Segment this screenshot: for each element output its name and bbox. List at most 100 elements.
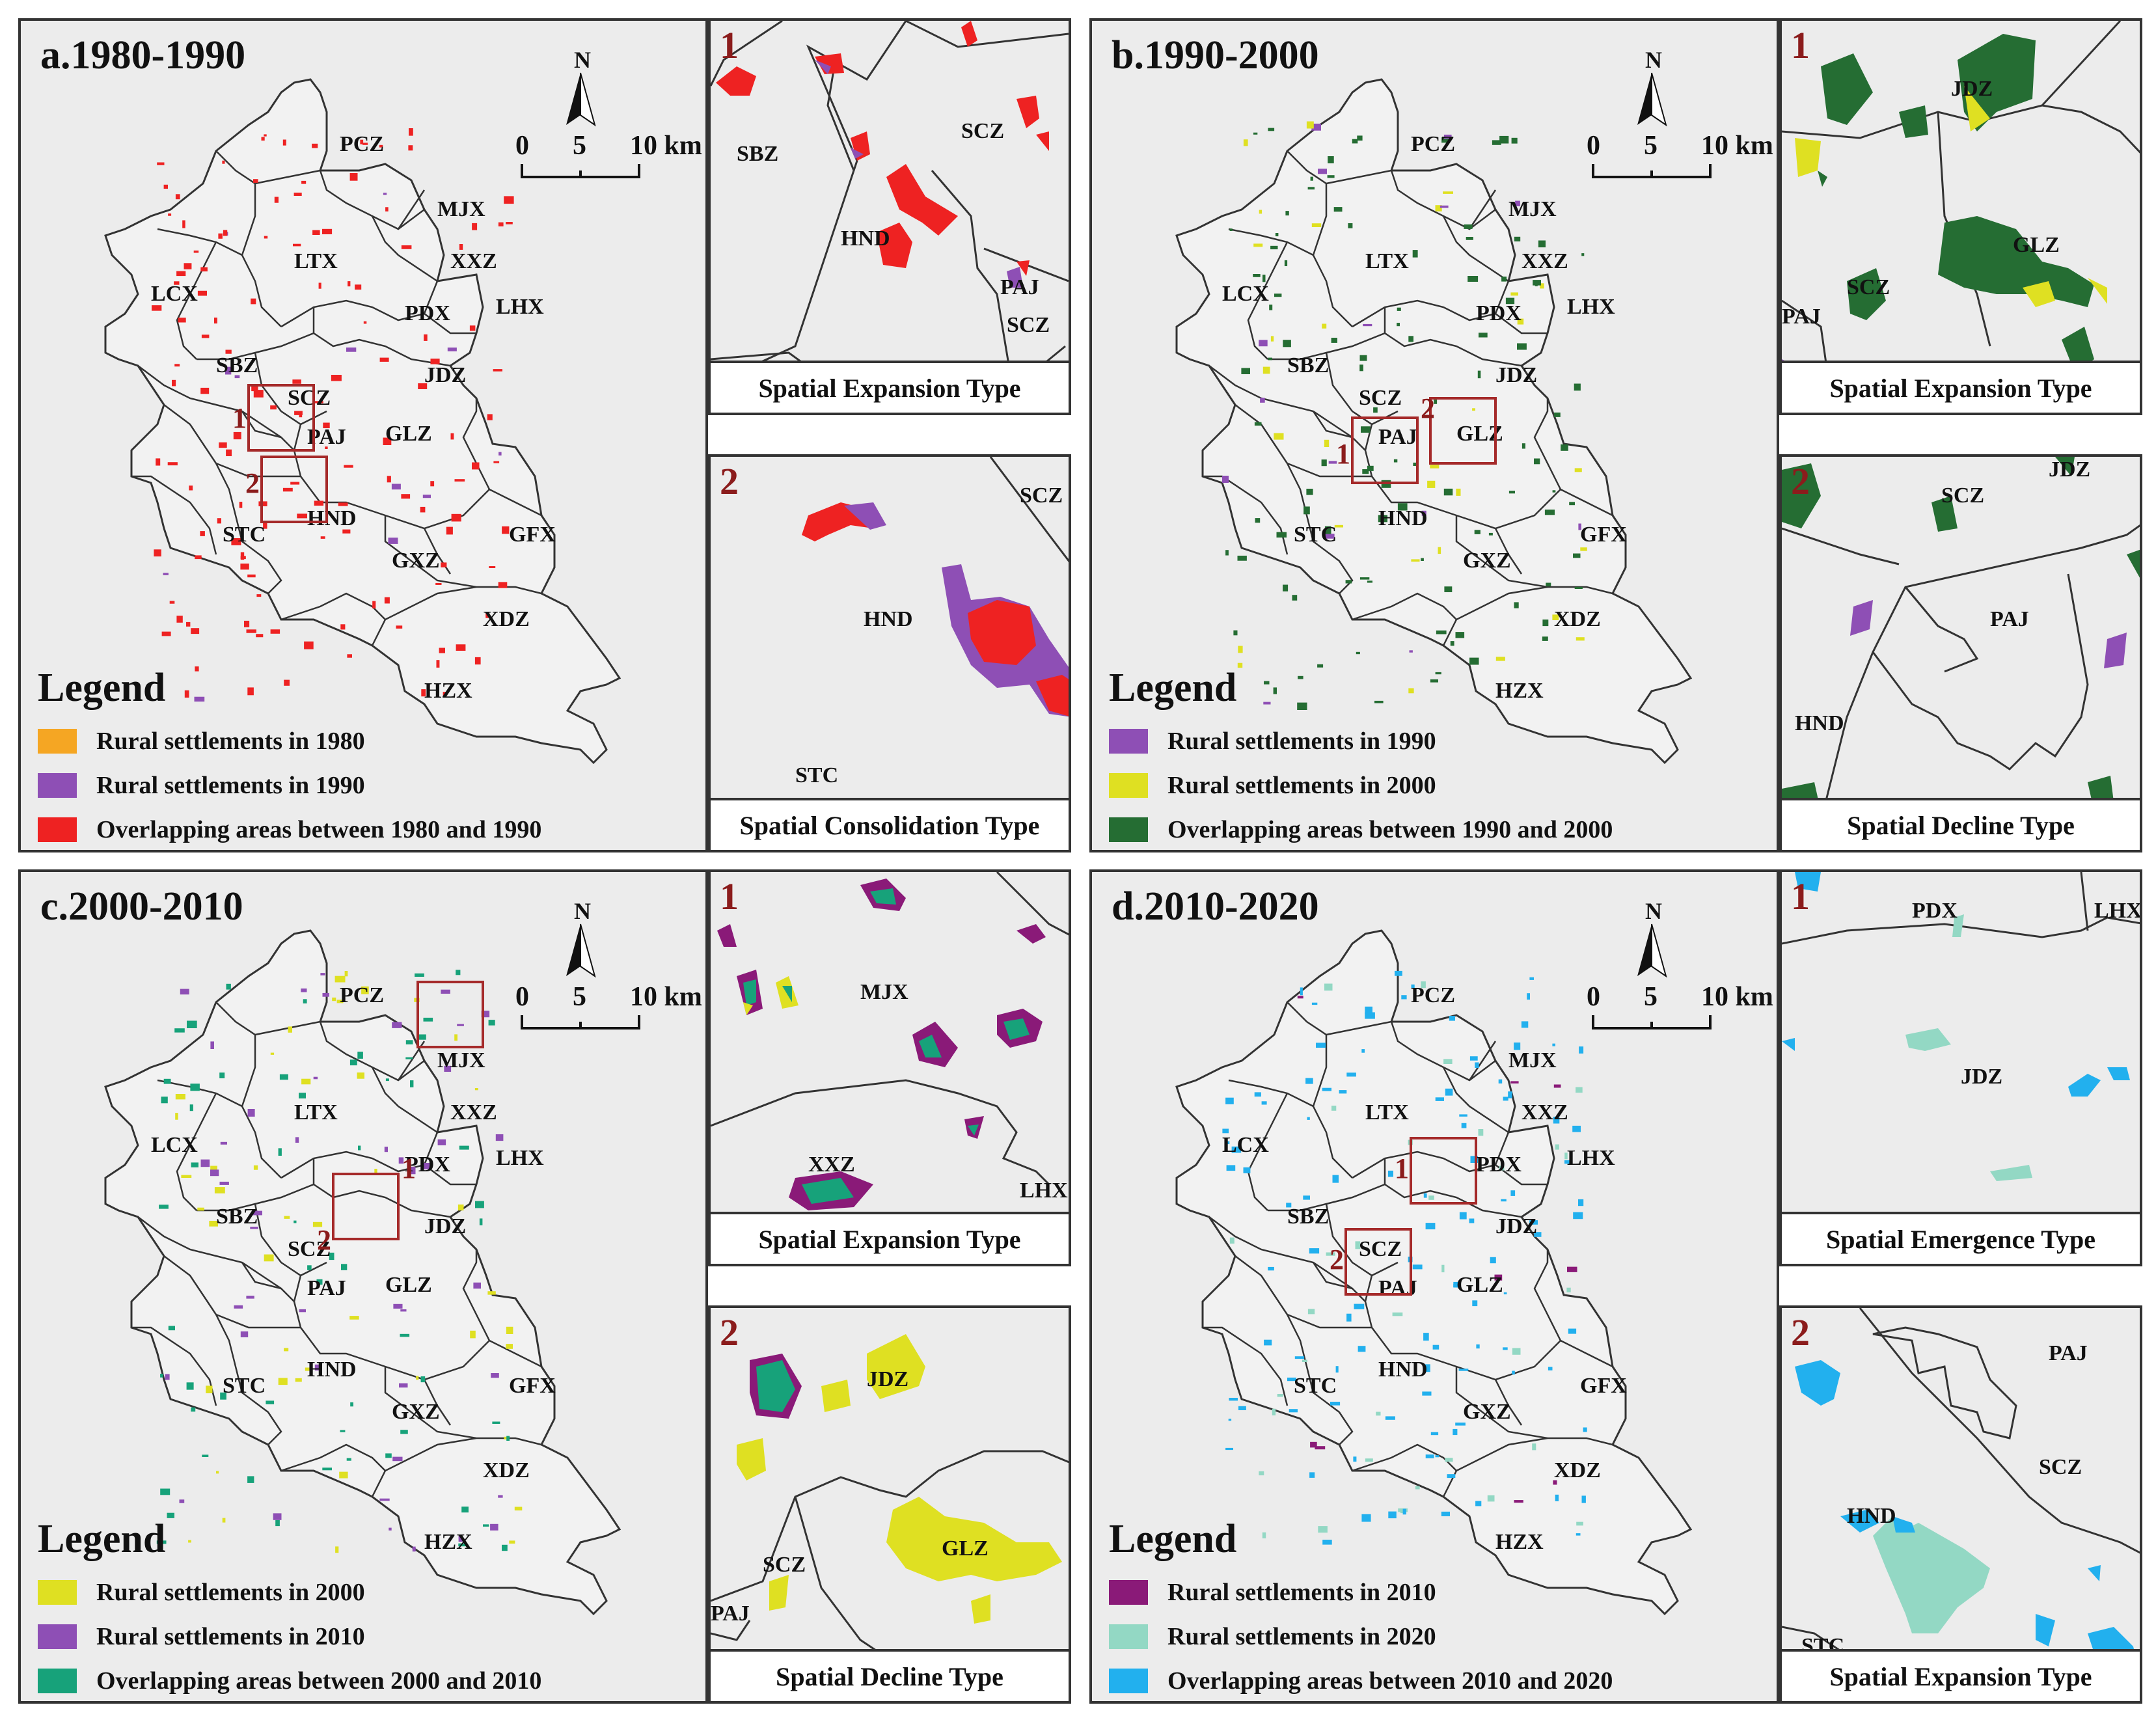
settlement-patch [1423,1193,1427,1198]
county-outline [1175,929,1693,1616]
settlement-patch [220,1141,227,1145]
settlement-patch [163,1078,171,1084]
township-boundary [241,1262,282,1290]
settlement-patch [470,1330,476,1339]
settlement-patch [231,538,241,545]
settlement-patch [1476,1344,1480,1349]
settlement-patch [474,657,481,665]
settlement-patch [154,549,161,557]
settlement-patch [1544,510,1555,515]
township-label: PCZ [340,983,384,1007]
settlement-patch [405,1040,413,1044]
settlement-patch [299,413,303,418]
inset-caption: Spatial Expansion Type [711,1212,1069,1264]
settlement-patch [1363,323,1372,327]
settlement-patch [1231,1146,1242,1153]
inset-label: XXZ [808,1152,855,1177]
settlement-patch [1555,1144,1559,1150]
settlement-patch [1415,1486,1420,1490]
settlement-patch [1297,996,1303,999]
settlement-patch [1542,636,1548,641]
settlement-patch [1552,614,1559,620]
township-boundary [1208,1216,1366,1302]
panel-c-map-svg: PCZ MJX LTX XXZ LCX PDX LHX SBZ JDZ SCZ PAJ GLZ STC H… [104,898,702,1616]
township-label: SBZ [1287,1205,1329,1229]
township-boundary [397,189,426,230]
settlement-patch [1310,1441,1317,1448]
settlement-patch [1289,1409,1298,1413]
highlight-box [1410,1137,1477,1205]
settlement-patch [1499,135,1509,144]
county-outline [104,929,621,1616]
settlement-patch [247,1109,255,1117]
township-boundary [215,1313,301,1329]
settlement-patch [498,582,508,588]
panel-a-inset-2: SCZ HND STC 2 Spatial Consolidation Type [708,454,1071,852]
inset-label: PDX [1912,899,1958,923]
settlement-patch [320,973,325,975]
township-boundary [371,1437,477,1497]
inset-b2-svg: JDZ SCZ PAJ HND [1782,457,2140,850]
settlement-patch [1503,1097,1508,1101]
settlement-patch [322,992,329,997]
inset-number: 2 [1791,1311,1810,1354]
settlement-patch [264,134,267,137]
settlement-patch [1422,1391,1432,1396]
settlement-patch [334,975,346,983]
settlement-patch [443,692,448,696]
inset-number: 2 [720,1311,739,1354]
settlement-patch [1477,370,1481,379]
settlement-patch [322,228,333,234]
settlement-patch [222,160,225,164]
settlement-patch [175,1094,185,1100]
settlement-patch [1225,550,1229,556]
settlement-patch [357,1052,363,1059]
settlement-patch [251,298,256,305]
settlement-patch [1311,1002,1318,1005]
township-label: HZX [1495,1530,1544,1554]
township-boundary [1287,462,1372,478]
settlement-patch [400,1333,410,1337]
settlement-patch [346,348,357,352]
settlement-patch [391,484,401,490]
north-label: N [574,898,591,924]
settlement-patch [1521,443,1525,449]
settlement-patch [1459,1114,1467,1117]
settlement-patch [210,1041,214,1049]
scale-tick-label: 5 [573,131,586,161]
township-label: JDZ [424,1214,466,1238]
settlement-patch [1478,1129,1484,1136]
settlement-patch [1330,1402,1341,1406]
settlement-patch [219,442,227,448]
settlement-patch [401,245,412,249]
settlement-patch [1346,1313,1352,1322]
settlement-patch [233,431,241,440]
settlement-patch [400,1309,407,1312]
highlight-box [1351,416,1419,484]
settlement-patch [409,128,413,136]
settlement-patch [339,1471,348,1479]
highlight-box [247,384,315,452]
township-label: LTX [294,249,338,273]
settlement-patch [159,1205,169,1209]
township-boundary [1442,1067,1509,1134]
settlement-patch [234,375,240,379]
settlement-patch [1385,1416,1395,1420]
township-label: PAJ [307,1276,346,1300]
inset-label: JDZ [1951,77,1993,101]
settlement-patch [469,325,476,331]
township-boundary [254,352,327,426]
township-label: LHX [496,1146,544,1170]
township-label: LHX [496,295,544,319]
settlement-patch [1237,555,1247,561]
settlement-patch [379,1498,390,1501]
settlement-patch [226,449,232,456]
settlement-patch [1421,558,1424,561]
settlement-patch [1224,1141,1230,1145]
inset-label: MJX [860,980,908,1004]
settlement-patch [1554,412,1561,417]
settlement-patch [252,1210,262,1216]
settlement-patch [1222,476,1229,483]
township-label: XDZ [483,1458,530,1482]
township-boundary [1495,1164,1548,1186]
